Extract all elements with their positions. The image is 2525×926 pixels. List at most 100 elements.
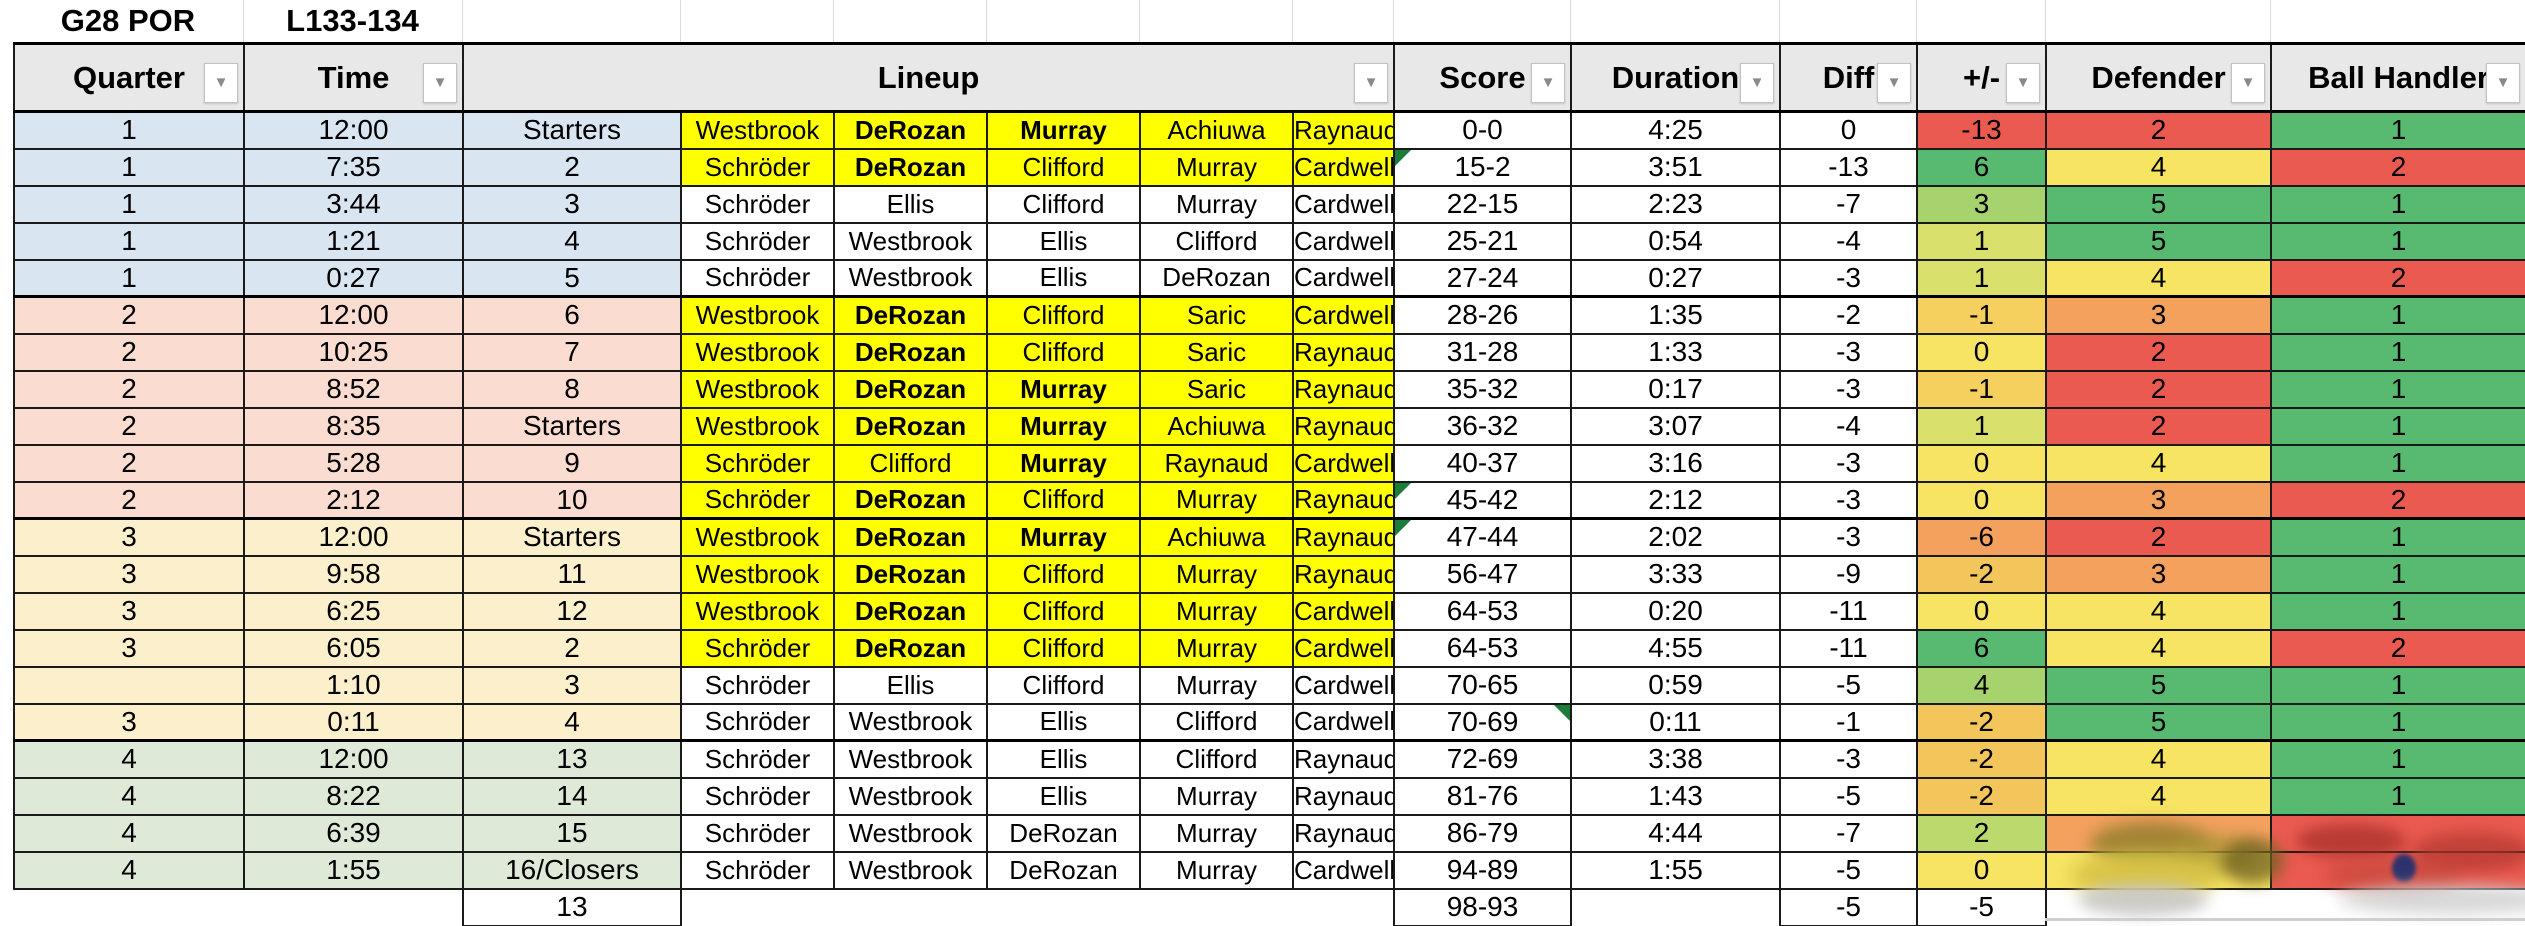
cell-player[interactable]: Saric	[1139, 369, 1294, 409]
cell-defender[interactable]: 5	[2045, 665, 2273, 705]
cell-player[interactable]: DeRozan	[986, 813, 1141, 853]
cell-diff[interactable]: -5	[1779, 850, 1919, 890]
cell-player[interactable]: Raynaud	[1291, 369, 1396, 409]
column-header-duration[interactable]: Duration ▼	[1570, 42, 1782, 113]
filter-dropdown-icon[interactable]: ▼	[204, 63, 238, 103]
cell-player[interactable]: Westbrook	[833, 813, 988, 853]
cell-lineup-number[interactable]: 9	[462, 443, 682, 483]
cell-player[interactable]: Westbrook	[833, 739, 988, 779]
cell-duration[interactable]: 0:54	[1570, 221, 1782, 261]
cell-lineup-number[interactable]: 15	[462, 813, 682, 853]
cell-time[interactable]: 8:22	[243, 776, 464, 816]
cell-ball-handler[interactable]: 2	[2270, 258, 2525, 298]
cell-player[interactable]: Murray	[986, 517, 1141, 557]
column-header-diff[interactable]: Diff ▼	[1779, 42, 1919, 113]
cell-duration[interactable]: 0:20	[1570, 591, 1782, 631]
cell-defender[interactable]: 2	[2045, 332, 2273, 372]
cell-player[interactable]: Clifford	[1139, 702, 1294, 742]
cell-player[interactable]: Westbrook	[680, 110, 835, 150]
cell-player[interactable]: Raynaud	[1291, 776, 1396, 816]
cell-player[interactable]: DeRozan	[833, 554, 988, 594]
cell-player[interactable]: Raynaud	[1291, 813, 1396, 853]
cell-defender[interactable]: 5	[2045, 702, 2273, 742]
cell-ball-handler[interactable]: 1	[2270, 443, 2525, 483]
cell-quarter[interactable]: 3	[13, 517, 245, 557]
cell-player[interactable]: DeRozan	[986, 850, 1141, 890]
cell-ball-handler[interactable]: 1	[2270, 591, 2525, 631]
cell-player[interactable]: Ellis	[986, 221, 1141, 261]
cell-defender[interactable]: 2	[2045, 110, 2273, 150]
cell-duration[interactable]: 2:12	[1570, 480, 1782, 520]
cell-player[interactable]: Cardwell	[1291, 665, 1396, 705]
cell-player[interactable]: Ellis	[986, 776, 1141, 816]
filter-dropdown-icon[interactable]: ▼	[2006, 63, 2041, 103]
cell-ball-handler[interactable]: 2	[2270, 628, 2525, 668]
cell-player[interactable]: Achiuwa	[1139, 406, 1294, 446]
cell-player[interactable]: Westbrook	[833, 258, 988, 298]
cell-player[interactable]: Murray	[1139, 665, 1294, 705]
cell-player[interactable]: Cardwell	[1291, 221, 1396, 261]
cell-time[interactable]: 6:05	[243, 628, 464, 668]
cell-diff[interactable]: -3	[1779, 443, 1919, 483]
cell-player[interactable]: Raynaud	[1139, 443, 1294, 483]
cell-duration[interactable]: 0:17	[1570, 369, 1782, 409]
cell-plus-minus[interactable]: 0	[1916, 332, 2048, 372]
cell-quarter[interactable]: 3	[13, 591, 245, 631]
cell-player[interactable]: Cardwell	[1291, 628, 1396, 668]
cell-ball-handler[interactable]: 1	[2270, 295, 2525, 335]
cell-lineup-number[interactable]: 3	[462, 184, 682, 224]
cell-score[interactable]: 31-28	[1393, 332, 1573, 372]
cell-lineup-number[interactable]: 14	[462, 776, 682, 816]
cell-player[interactable]: Westbrook	[680, 517, 835, 557]
cell-diff[interactable]: -7	[1779, 813, 1919, 853]
cell-duration[interactable]: 0:27	[1570, 258, 1782, 298]
cell-duration[interactable]: 4:44	[1570, 813, 1782, 853]
cell-quarter[interactable]: 2	[13, 332, 245, 372]
cell-plus-minus[interactable]: 6	[1916, 628, 2048, 668]
cell-quarter[interactable]: 2	[13, 443, 245, 483]
cell-player[interactable]: Cardwell	[1291, 591, 1396, 631]
cell-time[interactable]: 1:10	[243, 665, 464, 705]
cell-player[interactable]: Cardwell	[1291, 147, 1396, 187]
cell-player[interactable]: DeRozan	[833, 591, 988, 631]
cell-plus-minus[interactable]: -2	[1916, 739, 2048, 779]
filter-dropdown-icon[interactable]: ▼	[423, 63, 457, 103]
cell-plus-minus[interactable]: 3	[1916, 184, 2048, 224]
cell-ball-handler[interactable]: 1	[2270, 110, 2525, 150]
cell-quarter[interactable]: 3	[13, 702, 245, 742]
cell-player[interactable]: Schröder	[680, 628, 835, 668]
cell-duration[interactable]: 2:23	[1570, 184, 1782, 224]
cell-score[interactable]: 45-42	[1393, 480, 1573, 520]
cell-score[interactable]: 36-32	[1393, 406, 1573, 446]
cell-player[interactable]: Schröder	[680, 147, 835, 187]
cell-quarter[interactable]: 1	[13, 110, 245, 150]
cell-player[interactable]: DeRozan	[1139, 258, 1294, 298]
cell-quarter[interactable]: 4	[13, 739, 245, 779]
cell-diff[interactable]: -7	[1779, 184, 1919, 224]
cell-lineup-number[interactable]: 8	[462, 369, 682, 409]
cell-lineup-number[interactable]: 2	[462, 147, 682, 187]
cell-player[interactable]: Raynaud	[1291, 480, 1396, 520]
cell-player[interactable]: DeRozan	[833, 628, 988, 668]
filter-dropdown-icon[interactable]: ▼	[2231, 63, 2266, 103]
cell-ball-handler[interactable]: 1	[2270, 517, 2525, 557]
cell-player[interactable]: Westbrook	[680, 332, 835, 372]
filter-dropdown-icon[interactable]: ▼	[1354, 63, 1389, 103]
cell-quarter[interactable]: 1	[13, 221, 245, 261]
cell-player[interactable]: Ellis	[833, 665, 988, 705]
cell-diff[interactable]: -3	[1779, 739, 1919, 779]
cell-quarter[interactable]: 1	[13, 258, 245, 298]
cell-plus-minus[interactable]: 0	[1916, 850, 2048, 890]
cell-score[interactable]: 40-37	[1393, 443, 1573, 483]
cell-player[interactable]: Murray	[1139, 184, 1294, 224]
cell-player[interactable]: Clifford	[1139, 739, 1294, 779]
cell-score[interactable]: 28-26	[1393, 295, 1573, 335]
cell-defender[interactable]: 3	[2045, 295, 2273, 335]
cell-quarter[interactable]: 4	[13, 776, 245, 816]
cell-player[interactable]: Clifford	[986, 295, 1141, 335]
cell-player[interactable]: Westbrook	[680, 369, 835, 409]
cell-ball-handler[interactable]: 2	[2270, 480, 2525, 520]
cell-player[interactable]: DeRozan	[833, 369, 988, 409]
cell-player[interactable]: Schröder	[680, 258, 835, 298]
cell-player[interactable]: DeRozan	[833, 517, 988, 557]
